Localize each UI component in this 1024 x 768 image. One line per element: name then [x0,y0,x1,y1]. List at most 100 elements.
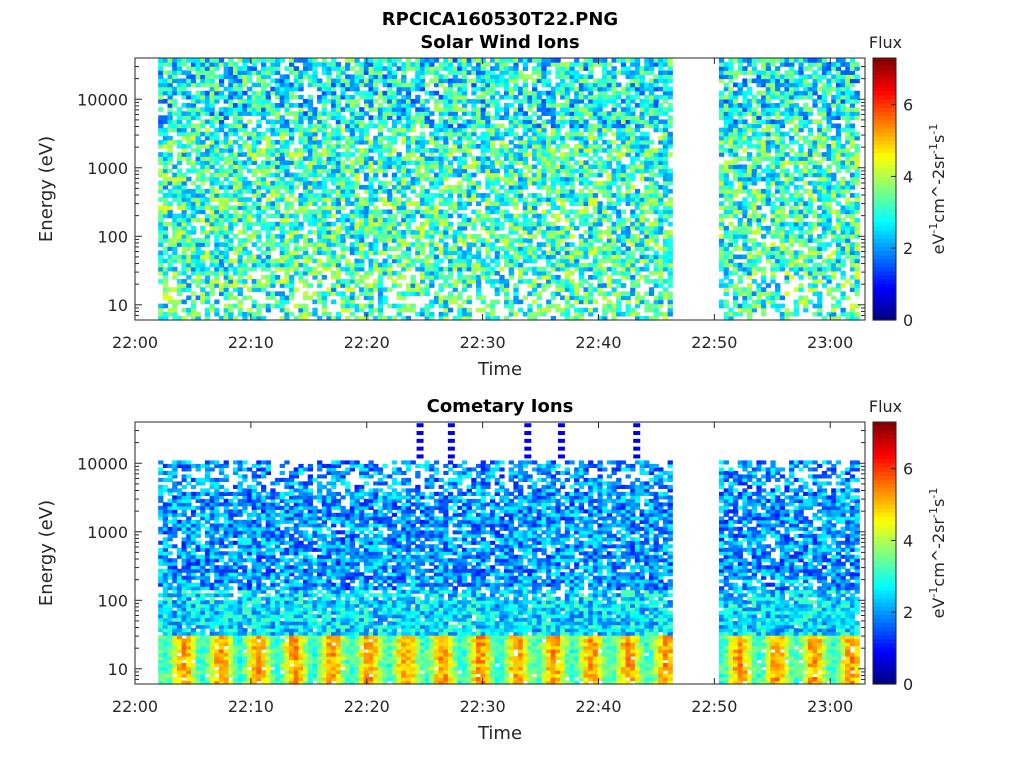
heatmap-cell [415,143,421,149]
heatmap-cell [387,58,393,63]
heatmap-cell [475,262,482,268]
heatmap-cell [653,229,659,235]
heatmap-cell [186,131,192,137]
heatmap-cell [260,193,267,198]
heatmap-cell [536,62,542,67]
heatmap-cell [447,98,454,104]
heatmap-cell [251,279,257,284]
heatmap-cell [275,184,281,190]
heatmap-cell [242,164,248,170]
heatmap-cell [368,189,374,194]
heatmap-cell [270,103,276,108]
heatmap-cell [485,315,491,321]
heatmap-cell [167,139,173,145]
heatmap-cell [541,213,547,219]
heatmap-cell [438,82,444,88]
heatmap-cell [597,135,603,141]
heatmap-cell [265,168,271,174]
heatmap-cell [359,307,365,313]
heatmap-cell [256,189,262,194]
heatmap-cell [326,143,332,149]
heatmap-cell [466,246,472,251]
heatmap-cell [644,189,650,194]
heatmap-cell [405,266,412,272]
heatmap-cell [634,58,641,63]
heatmap-cell [186,283,192,288]
heatmap-cell [209,225,215,231]
heatmap-cell [335,205,342,211]
heatmap-cell [181,287,187,292]
heatmap-cell [522,258,528,264]
heatmap-cell [158,131,164,137]
heatmap-cell [289,279,295,284]
heatmap-cell [307,270,313,276]
heatmap-cell [242,70,248,75]
heatmap-cell [415,156,421,161]
heatmap-cell [648,176,655,182]
heatmap-cell [312,246,318,251]
heatmap-cell [513,135,519,141]
heatmap-cell [368,66,374,71]
heatmap-cell [260,135,267,141]
heatmap-cell [452,131,458,137]
heatmap-cell [317,229,323,235]
heatmap-cell [195,82,201,88]
heatmap-cell [172,197,178,202]
heatmap-cell [176,127,183,133]
heatmap-cell [447,193,454,198]
heatmap-cell [312,66,318,71]
heatmap-cell [611,82,617,88]
heatmap-cell [162,295,169,301]
heatmap-cell [158,225,164,231]
heatmap-cell [588,127,594,133]
heatmap-cell [345,123,351,129]
heatmap-cell [494,115,500,120]
heatmap-cell [611,148,617,153]
heatmap-cell [223,148,229,153]
heatmap-cell [541,152,547,157]
heatmap-cell [480,160,486,166]
heatmap-cell [228,168,234,174]
heatmap-cell [499,221,505,227]
heatmap-cell [518,279,524,284]
heatmap-cell [260,225,267,231]
heatmap-cell [321,250,328,256]
heatmap-cell [326,176,332,182]
heatmap-cell [162,119,169,125]
heatmap-cell [204,98,211,104]
heatmap-cell [158,107,164,112]
heatmap-cell [592,111,599,116]
heatmap-cell [424,213,430,219]
heatmap-cell [387,66,393,71]
heatmap-cell [466,311,472,317]
heatmap-cell [190,193,197,198]
heatmap-cell [606,82,613,88]
heatmap-cell [461,156,468,161]
heatmap-cell [471,189,477,194]
heatmap-cell [504,111,510,116]
heatmap-cell [490,94,496,100]
heatmap-cell [578,66,585,71]
heatmap-cell [625,291,631,297]
heatmap-cell [625,94,631,100]
heatmap-cell [326,213,332,219]
heatmap-cell [536,242,542,247]
heatmap-cell [284,127,290,133]
heatmap-cell [345,303,351,309]
heatmap-cell [326,315,332,321]
heatmap-cell [242,139,248,145]
heatmap-cell [377,213,384,219]
heatmap-cell [363,234,370,239]
heatmap-cell [345,103,351,108]
heatmap-cell [260,152,267,157]
heatmap-cell [349,242,356,247]
heatmap-cell [457,160,463,166]
heatmap-cell [326,193,332,198]
heatmap-cell [195,111,201,116]
heatmap-cell [648,168,655,174]
heatmap-cell [475,94,482,100]
heatmap-cell [270,111,276,116]
heatmap-cell [620,139,627,145]
heatmap-cell [218,213,225,219]
heatmap-cell [508,176,514,182]
